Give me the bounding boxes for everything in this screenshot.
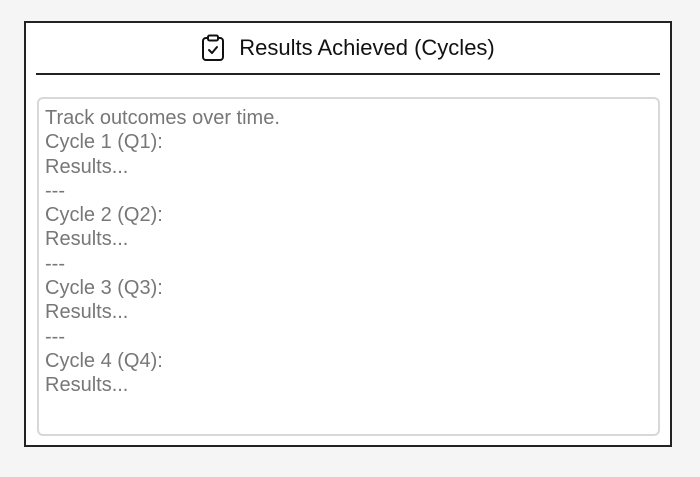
card-header: Results Achieved (Cycles) — [36, 23, 660, 75]
results-card: Results Achieved (Cycles) — [24, 21, 672, 447]
card-title: Results Achieved (Cycles) — [239, 35, 495, 60]
results-textarea[interactable] — [37, 97, 660, 436]
clipboard-check-icon — [202, 34, 225, 61]
